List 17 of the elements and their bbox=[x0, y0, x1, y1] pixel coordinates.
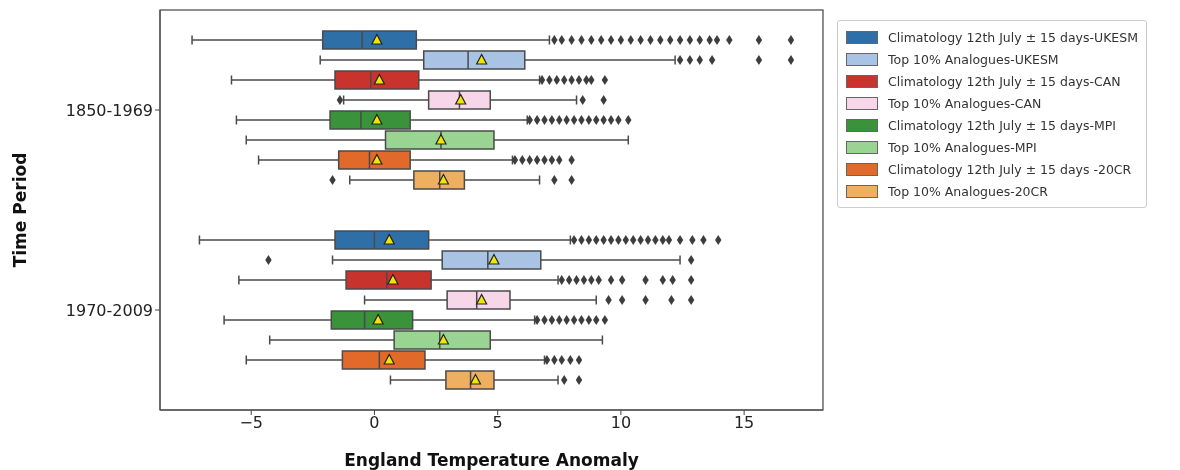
legend-label: Top 10% Analogues-20CR bbox=[888, 183, 1048, 199]
legend-label: Climatology 12th July ± 15 days -20CR bbox=[888, 161, 1132, 177]
legend-label: Top 10% Analogues-MPI bbox=[888, 139, 1037, 155]
y-tick-label: 1850-1969 bbox=[65, 100, 153, 120]
legend-label: Top 10% Analogues-CAN bbox=[888, 95, 1042, 111]
legend-label: Top 10% Analogues-UKESM bbox=[888, 51, 1059, 67]
x-tick-label: −5 bbox=[239, 413, 263, 433]
legend-label: Climatology 12th July ± 15 days-MPI bbox=[888, 117, 1116, 133]
x-axis-title: England Temperature Anomaly bbox=[344, 450, 639, 470]
x-tick-label: 0 bbox=[369, 413, 380, 433]
y-axis-title: Time Period bbox=[10, 152, 31, 268]
y-tick-label: 1970-2009 bbox=[65, 300, 153, 320]
x-tick-label: 5 bbox=[492, 413, 503, 433]
legend-label: Climatology 12th July ± 15 days-UKESM bbox=[888, 29, 1138, 45]
x-tick-label: 10 bbox=[610, 413, 632, 433]
legend-label: Climatology 12th July ± 15 days-CAN bbox=[888, 73, 1121, 89]
x-tick-label: 15 bbox=[733, 413, 755, 433]
